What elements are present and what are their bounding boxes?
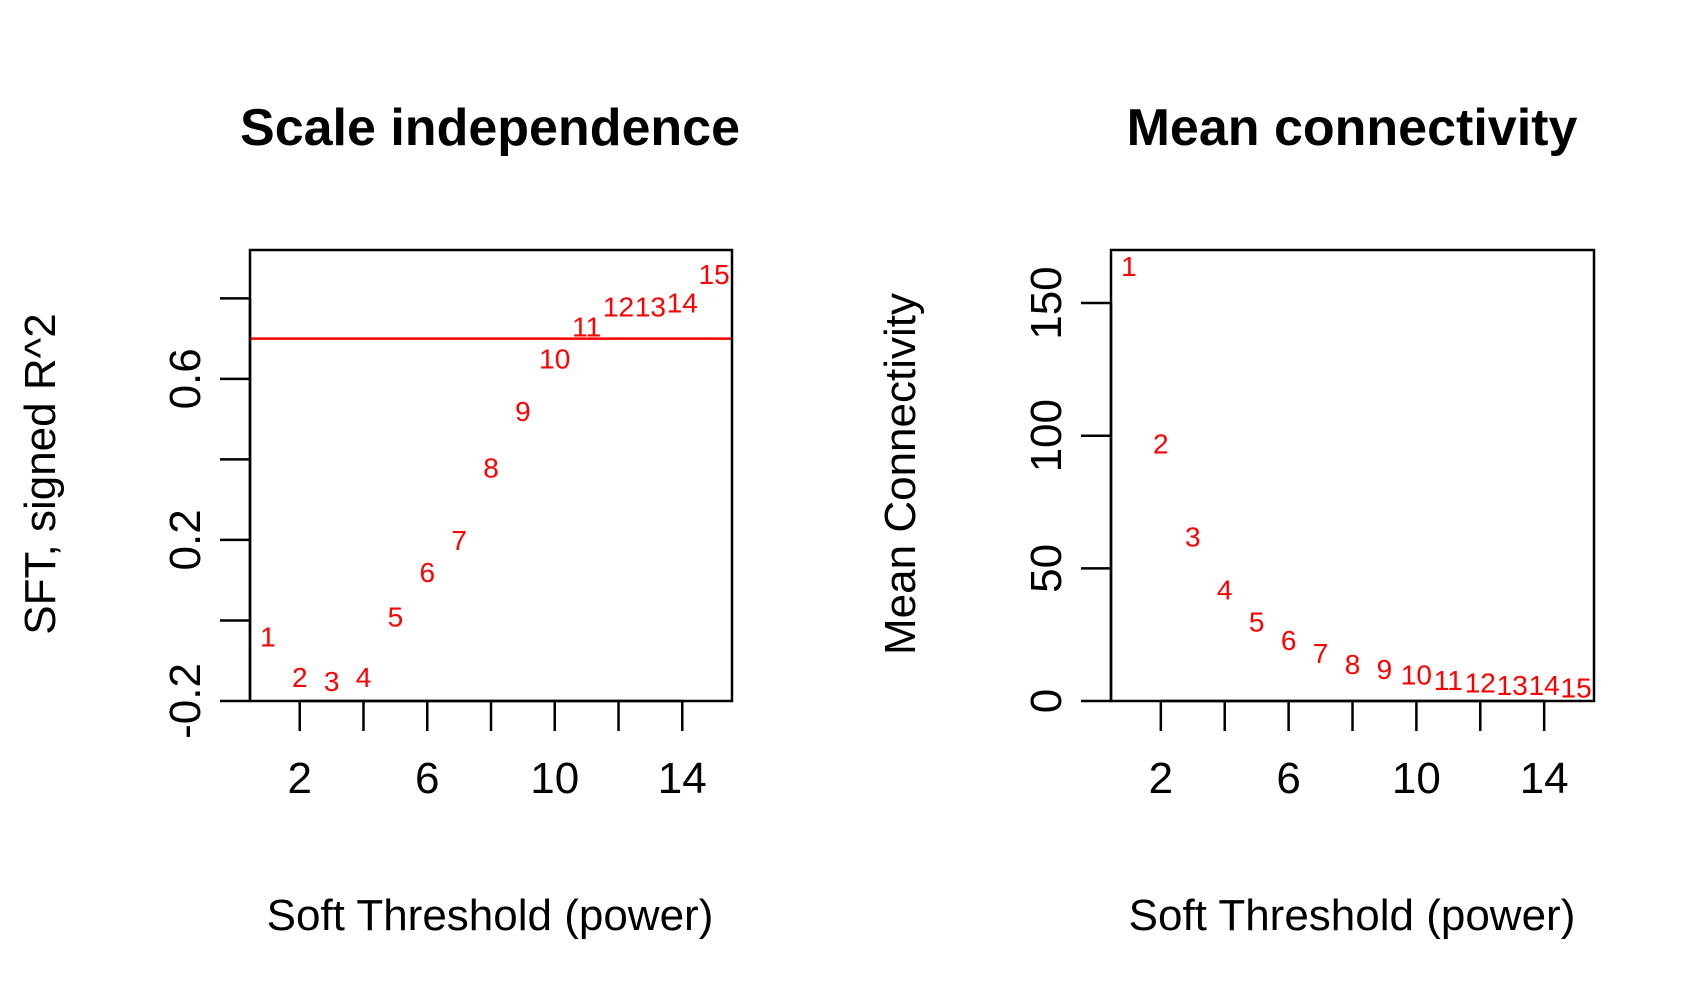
data-point-label: 8 xyxy=(1345,649,1361,680)
y-tick-label: 0 xyxy=(1022,689,1071,713)
panel-scale-independence: Scale independence SFT, signed R^2 Soft … xyxy=(16,99,740,940)
panel-2-title: Mean connectivity xyxy=(1127,99,1578,157)
data-point-label: 10 xyxy=(539,344,570,375)
panel-1-xlabel: Soft Threshold (power) xyxy=(267,891,714,940)
data-point-label: 5 xyxy=(388,601,404,632)
panel-1-plot-frame xyxy=(248,248,734,703)
x-tick-label: 10 xyxy=(1392,754,1441,803)
x-tick-label: 6 xyxy=(415,754,439,803)
data-point-label: 5 xyxy=(1249,606,1265,637)
panel-2-ylabel: Mean Connectivity xyxy=(876,293,925,655)
data-point-label: 9 xyxy=(515,396,531,427)
data-point-label: 14 xyxy=(1529,670,1560,701)
panel-2-xlabel: Soft Threshold (power) xyxy=(1129,891,1576,940)
data-point-label: 6 xyxy=(419,557,435,588)
data-point-label: 4 xyxy=(1217,575,1233,606)
data-point-label: 9 xyxy=(1377,654,1393,685)
x-tick-label: 6 xyxy=(1276,754,1300,803)
y-tick-label: 50 xyxy=(1022,544,1071,593)
x-tick-label: 14 xyxy=(1520,754,1569,803)
data-point-label: 8 xyxy=(483,452,499,483)
panel-2-plot-frame xyxy=(1109,248,1596,703)
data-point-label: 6 xyxy=(1281,625,1297,656)
data-point-label: 7 xyxy=(451,525,467,556)
data-point-label: 12 xyxy=(1465,667,1496,698)
y-tick-label: -0.2 xyxy=(161,663,210,739)
data-point-label: 14 xyxy=(667,287,698,318)
data-point-label: 3 xyxy=(1185,522,1201,553)
y-tick-label: 100 xyxy=(1022,399,1071,472)
y-tick-label: 150 xyxy=(1022,266,1071,339)
data-point-label: 13 xyxy=(635,291,666,322)
panel-1-ylabel: SFT, signed R^2 xyxy=(16,313,65,634)
x-tick-label: 14 xyxy=(658,754,707,803)
panel-1-title: Scale independence xyxy=(240,99,740,157)
y-tick-label: 0.6 xyxy=(161,348,210,409)
y-tick-label: 0.2 xyxy=(161,509,210,570)
data-point-label: 4 xyxy=(356,662,372,693)
data-point-label: 1 xyxy=(260,622,276,653)
data-point-label: 3 xyxy=(324,666,340,697)
data-point-label: 10 xyxy=(1401,659,1432,690)
x-tick-label: 2 xyxy=(287,754,311,803)
x-tick-label: 10 xyxy=(530,754,579,803)
panel-mean-connectivity: Mean connectivity Mean Connectivity Soft… xyxy=(876,99,1596,940)
x-tick-label: 2 xyxy=(1149,754,1173,803)
data-point-label: 11 xyxy=(572,312,601,343)
data-point-label: 15 xyxy=(699,259,730,290)
data-point-label: 1 xyxy=(1121,251,1137,282)
data-point-label: 7 xyxy=(1313,638,1329,669)
data-point-label: 2 xyxy=(292,662,308,693)
data-point-label: 12 xyxy=(603,291,634,322)
data-point-label: 11 xyxy=(1434,665,1463,696)
data-point-label: 2 xyxy=(1153,429,1169,460)
data-point-label: 13 xyxy=(1497,670,1528,701)
data-point-label: 15 xyxy=(1561,673,1592,704)
